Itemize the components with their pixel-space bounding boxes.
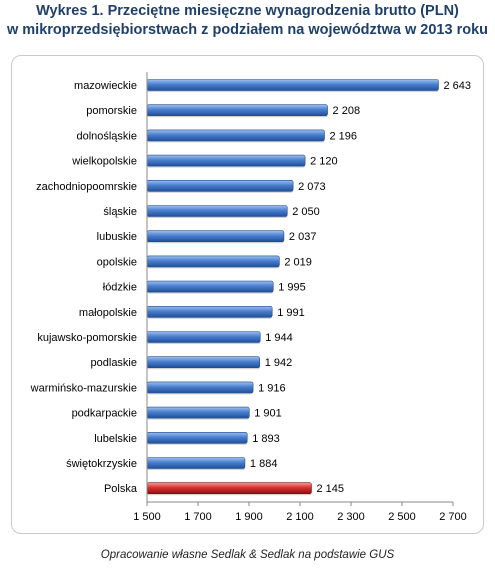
bar <box>146 406 250 419</box>
bars-layer: mazowieckie 2 643 pomorskie 2 208 dolnośląsk… <box>30 79 471 496</box>
value-label: 1 995 <box>278 282 306 294</box>
bar <box>146 305 273 318</box>
bar <box>146 129 325 142</box>
bar <box>146 331 261 343</box>
chart-title-line-2: w mikroprzedsiębiorstwach z podziałem na… <box>6 22 489 38</box>
bar <box>146 431 248 444</box>
category-label: świętokrzyskie <box>66 458 137 470</box>
bar <box>146 255 280 268</box>
category-label: podkarpackie <box>72 408 137 420</box>
value-label: 2 019 <box>284 256 312 268</box>
bar <box>146 180 294 192</box>
chart-title-line-1: Wykres 1. Przeciętne miesięczne wynagrod… <box>36 3 459 19</box>
category-label: podlaskie <box>91 357 137 369</box>
bar <box>146 205 288 217</box>
category-label: pomorskie <box>86 105 137 117</box>
bar-highlight <box>146 482 312 495</box>
value-label: 2 120 <box>310 156 338 168</box>
value-label: 2 037 <box>289 231 317 243</box>
value-label: 2 643 <box>443 80 471 92</box>
category-label: zachodniopoomrskie <box>36 181 137 193</box>
category-label: warmińsko-mazurskie <box>30 382 137 394</box>
category-label: dolnośląskie <box>76 130 137 142</box>
x-tick-label: 2 700 <box>439 511 467 523</box>
value-label: 1 916 <box>258 382 286 394</box>
value-label: 2 050 <box>292 206 320 218</box>
category-label: opolskie <box>97 256 137 268</box>
bar <box>146 230 285 242</box>
category-label: łódzkie <box>103 282 137 294</box>
x-axis: 1 500 1 700 1 900 2 100 2 300 2 500 2 700 <box>133 72 467 523</box>
bar <box>146 356 261 369</box>
bar <box>146 381 254 394</box>
bar <box>146 457 246 469</box>
value-label: 1 942 <box>265 357 293 369</box>
category-label: lubuskie <box>97 231 137 243</box>
value-label: 1 991 <box>277 307 305 319</box>
bar <box>146 104 328 116</box>
value-label: 2 196 <box>329 130 357 142</box>
bar <box>146 280 274 293</box>
x-tick-label: 2 300 <box>337 511 365 523</box>
chart-title: Wykres 1. Przeciętne miesięczne wynagrod… <box>0 2 495 40</box>
x-tick-label: 1 900 <box>235 511 263 523</box>
category-label: mazowieckie <box>74 80 137 92</box>
category-label: Polska <box>104 483 138 495</box>
source-note: Opracowanie własne Sedlak & Sedlak na po… <box>100 549 395 561</box>
x-tick-label: 1 500 <box>133 511 161 523</box>
category-label: małopolskie <box>79 307 137 319</box>
x-tick-label: 2 500 <box>388 511 416 523</box>
category-label: lubelskie <box>94 433 137 445</box>
value-label: 1 884 <box>250 458 278 470</box>
bar <box>146 79 439 91</box>
x-tick-label: 1 700 <box>184 511 212 523</box>
value-label: 1 944 <box>265 332 293 344</box>
x-tick-label: 2 100 <box>286 511 314 523</box>
bar <box>146 154 306 167</box>
category-label: kujawsko-pomorskie <box>37 332 137 344</box>
category-label: wielkopolskie <box>71 156 137 168</box>
value-label: 2 073 <box>298 181 326 193</box>
value-label: 1 901 <box>254 408 282 420</box>
value-label: 2 145 <box>316 483 344 495</box>
value-label: 1 893 <box>252 433 280 445</box>
category-label: śląskie <box>103 206 137 218</box>
value-label: 2 208 <box>333 105 361 117</box>
